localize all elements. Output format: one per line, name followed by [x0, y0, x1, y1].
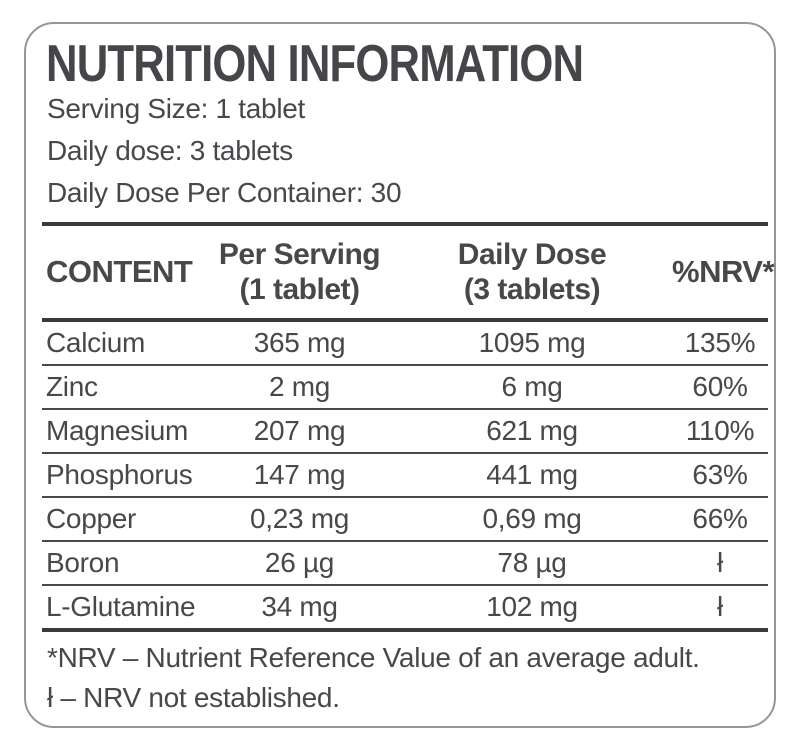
daily-dose-line2: (3 tablets)	[463, 273, 601, 306]
per-serving-value: 26 µg	[264, 547, 335, 578]
column-header-daily-dose: Daily Dose (3 tablets)	[392, 237, 672, 308]
nrv-value: 63%	[692, 459, 748, 490]
table-header-row: CONTENT Per Serving (1 tablet) Daily Dos…	[42, 226, 775, 322]
table-row-l-glutamine: L-Glutamine 34 mg 102 mg ł	[42, 586, 768, 632]
nrv-value: ł	[717, 591, 723, 622]
footnote-nrv-definition: *NRV – Nutrient Reference Value of an av…	[47, 642, 700, 673]
table-row-copper: Copper 0,23 mg 0,69 mg 66%	[42, 498, 768, 542]
per-serving-line1: Per Serving	[218, 237, 381, 271]
daily-dose-per-container-line: Daily Dose Per Container: 30	[47, 177, 402, 208]
daily-dose-value: 102 mg	[486, 591, 578, 622]
table-row-calcium: Calcium 365 mg 1095 mg 135%	[42, 322, 768, 366]
nutrient-name: Zinc	[46, 371, 98, 402]
per-serving-line2: (1 tablet)	[239, 273, 360, 306]
table-row-zinc: Zinc 2 mg 6 mg 60%	[42, 366, 768, 410]
per-serving-value: 34 mg	[261, 591, 338, 622]
serving-size-line: Serving Size: 1 tablet	[47, 93, 305, 124]
table-row-magnesium: Magnesium 207 mg 621 mg 110%	[42, 410, 768, 454]
column-header-nrv: %NRV*	[672, 254, 775, 289]
label-title: NUTRITION INFORMATION	[46, 35, 584, 93]
nutrient-name: L-Glutamine	[46, 591, 196, 622]
table-row-phosphorus: Phosphorus 147 mg 441 mg 63%	[42, 454, 768, 498]
daily-dose-value: 621 mg	[486, 415, 578, 446]
nrv-value: 110%	[685, 415, 755, 446]
nutrition-table: CONTENT Per Serving (1 tablet) Daily Dos…	[42, 222, 775, 632]
nutrient-name: Calcium	[46, 327, 146, 358]
column-header-per-serving: Per Serving (1 tablet)	[207, 237, 392, 308]
nrv-value: 135%	[684, 327, 756, 358]
nrv-value: 60%	[692, 371, 748, 402]
nutrient-name: Copper	[46, 503, 137, 534]
column-header-content: CONTENT	[46, 254, 193, 289]
daily-dose-value: 78 µg	[497, 547, 567, 578]
per-serving-value: 2 mg	[268, 371, 331, 402]
table-row-boron: Boron 26 µg 78 µg ł	[42, 542, 768, 586]
nrv-value: 66%	[692, 503, 748, 534]
nutrient-name: Magnesium	[46, 415, 189, 446]
daily-dose-line: Daily dose: 3 tablets	[47, 135, 293, 166]
nutrition-label: NUTRITION INFORMATION Serving Size: 1 ta…	[24, 22, 776, 728]
serving-info: Serving Size: 1 tablet Daily dose: 3 tab…	[47, 88, 402, 214]
daily-dose-value: 1095 mg	[478, 327, 586, 358]
per-serving-value: 147 mg	[253, 459, 346, 490]
nutrient-name: Phosphorus	[46, 459, 193, 490]
nutrient-name: Boron	[46, 547, 120, 578]
daily-dose-value: 6 mg	[501, 371, 563, 402]
daily-dose-value: 441 mg	[486, 459, 578, 490]
per-serving-value: 207 mg	[253, 415, 346, 446]
footnote-nrv-not-established: ł – NRV not established.	[47, 682, 340, 713]
per-serving-value: 0,23 mg	[249, 503, 350, 534]
footnotes: *NRV – Nutrient Reference Value of an av…	[47, 638, 700, 718]
daily-dose-value: 0,69 mg	[482, 503, 582, 534]
daily-dose-line1: Daily Dose	[457, 237, 607, 271]
per-serving-value: 365 mg	[253, 327, 346, 358]
nrv-value: ł	[717, 547, 723, 578]
